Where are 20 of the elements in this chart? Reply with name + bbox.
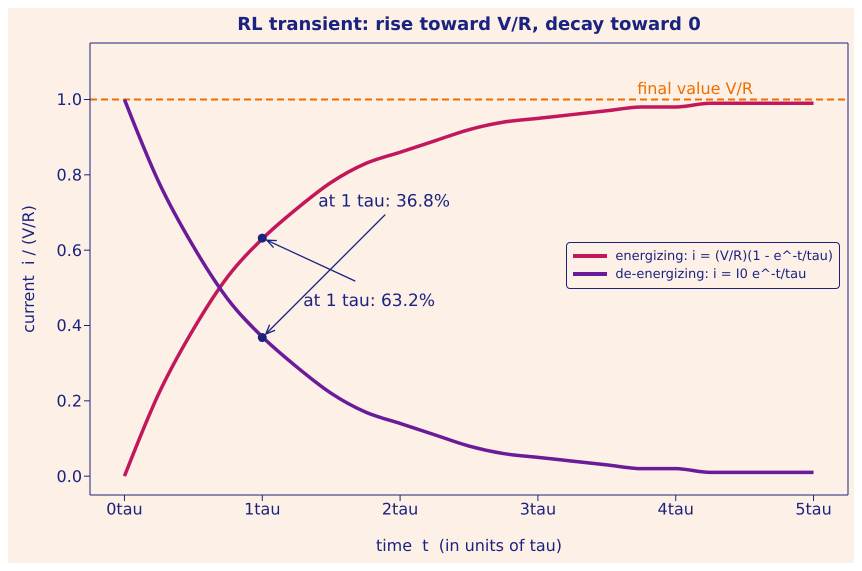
legend-label: energizing: i = (V/R)(1 - e^-t/tau) <box>615 248 833 264</box>
x-tick-label: 4tau <box>658 499 694 518</box>
y-tick-label: 0.6 <box>56 240 82 260</box>
x-tick-label: 5tau <box>795 499 832 518</box>
y-tick-label: 0.4 <box>56 316 82 336</box>
annotation: at 1 tau: 63.2% <box>303 291 435 312</box>
legend-label: de-energizing: i = I0 e^-t/tau <box>615 266 806 282</box>
chart-title: RL transient: rise toward V/R, decay toward 0 <box>237 14 701 35</box>
annotation: at 1 tau: 36.8% <box>318 192 450 212</box>
x-tick-label: 0tau <box>106 499 143 518</box>
y-axis-title: current i / (V/R) <box>19 205 38 333</box>
x-axis-title: time t (in units of tau) <box>376 536 562 555</box>
x-tick-label: 3tau <box>520 499 556 518</box>
x-tick-label: 1tau <box>244 499 280 518</box>
y-tick-label: 0.8 <box>56 166 82 185</box>
x-tick-label: 2tau <box>382 499 418 518</box>
y-tick-label: 0.2 <box>56 392 82 411</box>
y-tick-label: 1.0 <box>56 90 82 110</box>
ref-line-label: final value V/R <box>637 78 753 98</box>
y-tick-label: 0.0 <box>56 466 82 486</box>
